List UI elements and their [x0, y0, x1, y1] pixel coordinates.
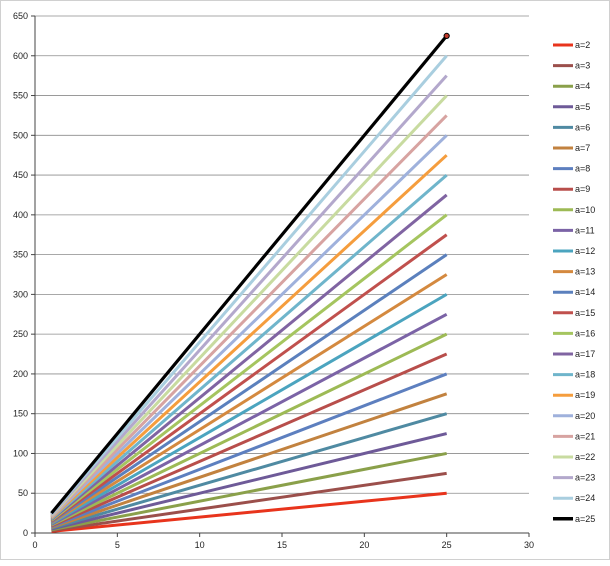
x-tick-label: 10	[195, 540, 205, 550]
y-tick-label: 650	[13, 11, 28, 21]
y-tick-label: 450	[13, 170, 28, 180]
legend-label: a=18	[575, 370, 595, 380]
legend-label: a=3	[575, 61, 590, 71]
grid-layer	[35, 15, 529, 494]
series-line-a-9	[50, 352, 448, 528]
series-line-a-19	[50, 154, 448, 519]
y-tick-label: 0	[23, 528, 28, 538]
series-line-a-11	[50, 312, 448, 526]
series-line-a-14	[50, 253, 448, 524]
legend-label: a=10	[575, 205, 595, 215]
series-line-a-20	[50, 134, 448, 519]
legend-label: a=17	[575, 349, 595, 359]
series-line-a-7	[50, 392, 448, 529]
legend-label: a=5	[575, 102, 590, 112]
series-line-a-5	[51, 432, 448, 531]
series-end-marker	[443, 32, 450, 39]
legend-label: a=11	[575, 225, 595, 235]
series-line-a-17	[50, 193, 448, 521]
series-line-a-10	[50, 332, 448, 527]
y-tick-label: 150	[13, 409, 28, 419]
series-line-a-23	[50, 74, 448, 516]
legend-label: a=15	[575, 308, 595, 318]
legend-label: a=7	[575, 143, 590, 153]
series-line-a-8	[50, 372, 448, 529]
series-line-a-21	[50, 114, 448, 518]
legend-label: a=24	[575, 493, 595, 503]
series-layer	[50, 34, 448, 533]
x-tick-label: 30	[524, 540, 534, 550]
legend-label: a=6	[575, 122, 590, 132]
legend-label: a=9	[575, 184, 590, 194]
series-line-a-6	[51, 412, 448, 530]
x-tick-label: 0	[32, 540, 37, 550]
series-line-a-18	[50, 173, 448, 520]
y-tick-label: 100	[13, 448, 28, 458]
legend-label: a=2	[575, 40, 590, 50]
series-line-a-13	[50, 273, 448, 524]
legend-label: a=25	[575, 514, 595, 524]
y-tick-label: 300	[13, 289, 28, 299]
x-tick-label: 15	[277, 540, 287, 550]
marker-layer	[443, 32, 450, 39]
series-line-a-24	[50, 54, 448, 515]
y-tick-label: 550	[13, 91, 28, 101]
series-line-a-22	[50, 94, 448, 517]
legend-label: a=14	[575, 287, 595, 297]
x-tick-label: 20	[359, 540, 369, 550]
series-line-a-15	[50, 233, 448, 523]
legend-label: a=20	[575, 411, 595, 421]
legend-label: a=23	[575, 473, 595, 483]
y-tick-label: 250	[13, 329, 28, 339]
legend: a=2 a=3 a=4 a=5 a=6 a=7 a=8 a=9 a=10 a=11 a=12 a=13…	[553, 40, 595, 524]
y-tick-label: 500	[13, 130, 28, 140]
series-line-a-4	[51, 451, 447, 532]
series-line-a-3	[51, 471, 447, 533]
legend-label: a=12	[575, 246, 595, 256]
x-tick-label: 25	[442, 540, 452, 550]
legend-label: a=16	[575, 328, 595, 338]
legend-label: a=4	[575, 81, 590, 91]
legend-label: a=19	[575, 390, 595, 400]
series-line-a-25	[50, 34, 448, 515]
x-tick-label: 5	[115, 540, 120, 550]
legend-label: a=13	[575, 267, 595, 277]
legend-label: a=22	[575, 452, 595, 462]
series-line-a-16	[50, 213, 448, 522]
y-tick-label: 350	[13, 250, 28, 260]
axis-layer: 0 50 100 150 200 250 300 350 400 450 500 550 600 650 0…	[13, 11, 534, 550]
y-tick-label: 600	[13, 51, 28, 61]
y-tick-label: 400	[13, 210, 28, 220]
legend-label: a=8	[575, 164, 590, 174]
legend-label: a=21	[575, 431, 595, 441]
series-line-a-2	[51, 491, 447, 533]
y-tick-label: 200	[13, 369, 28, 379]
y-tick-label: 50	[18, 488, 28, 498]
series-line-a-12	[50, 293, 448, 525]
